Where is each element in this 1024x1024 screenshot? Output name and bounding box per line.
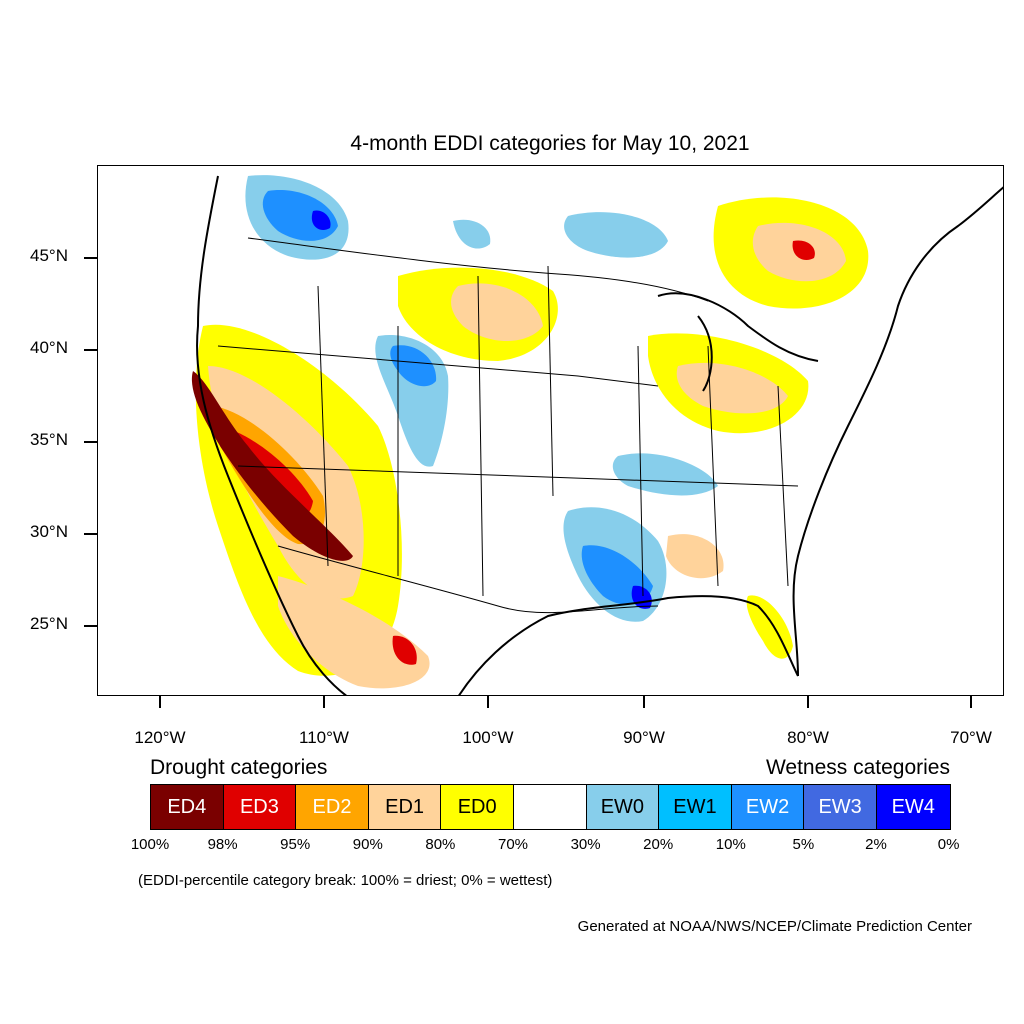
lon-label-120: 120°W — [134, 728, 186, 747]
dry-region-plains-ed1 — [451, 283, 543, 341]
lat-label-45: 45°N — [30, 246, 68, 265]
dry-region-northeast-ed2 — [792, 240, 815, 261]
credit-line: Generated at NOAA/NWS/NCEP/Climate Predi… — [577, 918, 972, 935]
legend-box-ed0: ED0 — [441, 785, 514, 829]
legend-percent-label: 0% — [937, 836, 960, 853]
legend-box-ed4: ED4 — [151, 785, 224, 829]
dry-region-southeast — [666, 534, 724, 579]
coastline-west — [196, 175, 348, 695]
wet-region-pnw-max — [311, 210, 331, 231]
legend-box-ew1: EW1 — [659, 785, 732, 829]
lon-label-80: 80°W — [787, 728, 829, 747]
legend-wetness-heading: Wetness categories — [765, 756, 950, 779]
lat-label-25: 25°N — [30, 614, 68, 633]
legend-percent-label: 95% — [280, 836, 311, 853]
lon-tick-70 — [970, 696, 972, 708]
lat-tick-35 — [84, 441, 97, 443]
wet-region-wyoming-core — [390, 345, 437, 387]
legend-box-ew4: EW4 — [876, 785, 950, 829]
legend-box-neutral — [513, 785, 587, 829]
dry-region-ohio-ed1 — [676, 362, 788, 414]
map-title: 4-month EDDI categories for May 10, 2021 — [350, 132, 750, 155]
lat-tick-25 — [84, 625, 97, 627]
legend-percent-label: 90% — [352, 836, 383, 853]
dry-region-florida — [746, 595, 793, 659]
coastline-east — [792, 186, 1003, 677]
lat-tick-30 — [84, 533, 97, 535]
legend-percent-label: 5% — [792, 836, 815, 853]
dry-region-mexico — [278, 576, 430, 689]
legend-percent-label: 30% — [570, 836, 601, 853]
legend-percent-label: 20% — [643, 836, 674, 853]
lon-tick-80 — [807, 696, 809, 708]
wet-region-nd — [453, 219, 491, 249]
lon-tick-90 — [643, 696, 645, 708]
legend-box-ed2: ED2 — [296, 785, 369, 829]
legend-box-ed3: ED3 — [223, 785, 297, 829]
dry-region-southwest-ed4 — [191, 371, 353, 561]
legend-percent-label: 2% — [865, 836, 887, 853]
lon-label-70: 70°W — [950, 728, 992, 747]
legend-box-ew0: EW0 — [586, 785, 660, 829]
lon-tick-110 — [323, 696, 325, 708]
category-note: (EDDI-percentile category break: 100% = … — [138, 872, 553, 889]
lat-label-35: 35°N — [30, 430, 68, 449]
dry-region-mexico-ed3 — [392, 635, 417, 665]
legend-bar: ED4 ED3 ED2 ED1 ED0 EW0 EW1 EW2 EW3 EW4 — [150, 784, 951, 830]
legend-box-ed1: ED1 — [368, 785, 442, 829]
lat-label-30: 30°N — [30, 522, 68, 541]
legend-percent-label: 100% — [130, 836, 170, 853]
legend-drought-heading: Drought categories — [150, 756, 328, 779]
map-canvas — [191, 175, 1003, 695]
coastline-gulf — [458, 595, 799, 695]
wet-region-north — [564, 212, 668, 258]
legend-percent-label: 10% — [715, 836, 746, 853]
lat-label-40: 40°N — [30, 338, 68, 357]
legend-percent-label: 70% — [497, 836, 529, 853]
lon-tick-100 — [487, 696, 489, 708]
eddi-map — [97, 165, 1004, 696]
legend-percent-label: 98% — [207, 836, 238, 853]
lon-label-110: 110°W — [299, 728, 349, 747]
lat-tick-40 — [84, 349, 97, 351]
lon-label-90: 90°W — [623, 728, 665, 747]
legend-box-ew3: EW3 — [804, 785, 877, 829]
wet-region-ohio — [612, 453, 718, 496]
lon-tick-120 — [159, 696, 161, 708]
legend-box-ew2: EW2 — [731, 785, 805, 829]
great-lakes — [657, 292, 819, 392]
lat-tick-45 — [84, 257, 97, 259]
lon-label-100: 100°W — [462, 728, 514, 747]
legend-percent-label: 80% — [425, 836, 456, 853]
